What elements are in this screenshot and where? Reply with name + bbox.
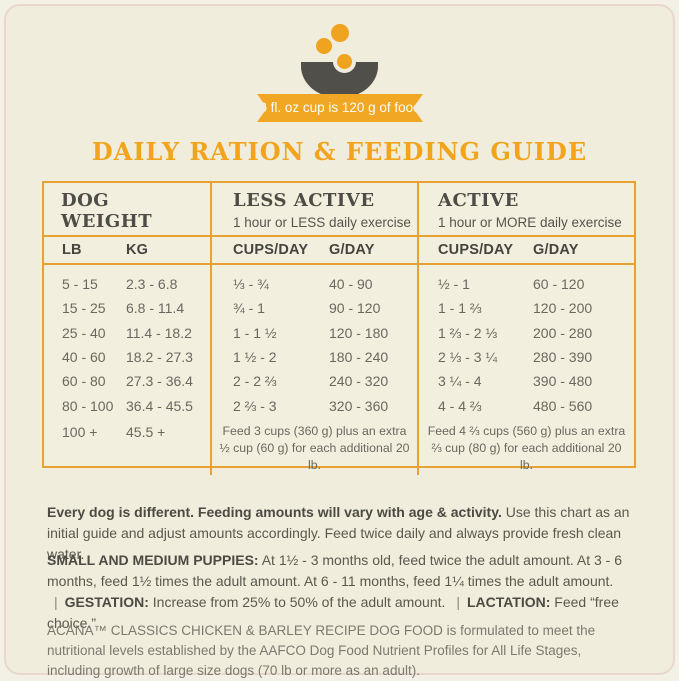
table-cell-la_cups: ¾ - 1 bbox=[233, 300, 329, 316]
table-cell-a_g: 200 - 280 bbox=[533, 325, 634, 341]
table-cell-a_g: 480 - 560 bbox=[533, 398, 634, 414]
section-title: ACTIVE bbox=[438, 191, 634, 212]
table-cell-kg: 18.2 - 27.3 bbox=[126, 349, 210, 365]
table-cell-la_g: 240 - 320 bbox=[329, 373, 417, 389]
table-cell-a_g: 60 - 120 bbox=[533, 276, 634, 292]
table-section-active: ACTIVE 1 hour or MORE daily exercise CUP… bbox=[417, 183, 634, 475]
table-cell-la_g: 180 - 240 bbox=[329, 349, 417, 365]
section-subtitle: 1 hour or LESS daily exercise bbox=[233, 215, 417, 230]
table-cell-a_cups: ½ - 1 bbox=[438, 276, 533, 292]
gestation-text: Increase from 25% to 50% of the adult am… bbox=[149, 594, 449, 610]
table-cell-a_cups: 3 ¼ - 4 bbox=[438, 373, 533, 389]
page-title: DAILY RATION & FEEDING GUIDE bbox=[0, 137, 679, 166]
table-cell-la_g: 40 - 90 bbox=[329, 276, 417, 292]
table-cell-lb: 5 - 15 bbox=[62, 276, 126, 292]
table-cell-la_cups: 2 - 2 ⅔ bbox=[233, 373, 329, 389]
table-cell-kg: 27.3 - 36.4 bbox=[126, 373, 210, 389]
table-cell-kg: 45.5 + bbox=[126, 424, 210, 440]
section-header-active: ACTIVE 1 hour or MORE daily exercise bbox=[419, 183, 634, 237]
extra-row-dog-weight: 100 + 45.5 + bbox=[44, 418, 210, 475]
kibble-dot-icon bbox=[316, 38, 332, 54]
section-title: DOG WEIGHT bbox=[61, 191, 171, 232]
table-cell-la_g: 120 - 180 bbox=[329, 325, 417, 341]
table-cell-la_g: 320 - 360 bbox=[329, 398, 417, 414]
table-cell-la_cups: 2 ⅔ - 3 bbox=[233, 398, 329, 414]
column-header-g-day: G/DAY bbox=[533, 242, 634, 258]
kibble-dot-icon bbox=[333, 50, 356, 73]
table-cell-kg: 2.3 - 6.8 bbox=[126, 276, 210, 292]
table-cell-lb: 80 - 100 bbox=[62, 398, 126, 414]
table-cell-a_cups: 1 - 1 ⅔ bbox=[438, 300, 533, 316]
cup-size-ribbon-badge: 8 fl. oz cup is 120 g of food bbox=[257, 94, 423, 122]
column-header-g-day: G/DAY bbox=[329, 242, 417, 258]
section-title: LESS ACTIVE bbox=[233, 191, 417, 212]
table-cell-la_cups: 1 - 1 ½ bbox=[233, 325, 329, 341]
table-cell-kg: 11.4 - 18.2 bbox=[126, 325, 210, 341]
extra-row-note-active: Feed 4 ⅔ cups (560 g) plus an extra ⅔ cu… bbox=[419, 418, 634, 475]
kibble-dot-icon bbox=[331, 24, 349, 42]
section-header-less-active: LESS ACTIVE 1 hour or LESS daily exercis… bbox=[212, 183, 417, 237]
column-header-kg: KG bbox=[126, 242, 210, 258]
table-cell-kg: 6.8 - 11.4 bbox=[126, 300, 210, 316]
table-cell-la_cups: ⅓ - ¾ bbox=[233, 276, 329, 292]
column-headers-dog-weight: LB KG bbox=[44, 237, 210, 265]
column-headers-active: CUPS/DAY G/DAY bbox=[419, 237, 634, 265]
table-cell-la_g: 90 - 120 bbox=[329, 300, 417, 316]
column-header-lb: LB bbox=[62, 242, 126, 258]
column-header-cups-day: CUPS/DAY bbox=[438, 242, 533, 258]
section-subtitle: 1 hour or MORE daily exercise bbox=[438, 215, 634, 230]
table-cell-a_g: 280 - 390 bbox=[533, 349, 634, 365]
table-cell-a_cups: 4 - 4 ⅔ bbox=[438, 398, 533, 414]
table-cell-lb: 25 - 40 bbox=[62, 325, 126, 341]
table-cell-a_g: 390 - 480 bbox=[533, 373, 634, 389]
table-section-less-active: LESS ACTIVE 1 hour or LESS daily exercis… bbox=[210, 183, 417, 475]
general-note-bold: Every dog is different. Feeding amounts … bbox=[47, 504, 502, 520]
section-header-dog-weight: DOG WEIGHT bbox=[44, 183, 210, 237]
table-cell-lb: 40 - 60 bbox=[62, 349, 126, 365]
table-cell-lb: 100 + bbox=[62, 424, 126, 440]
extra-row-note-less-active: Feed 3 cups (360 g) plus an extra ½ cup … bbox=[212, 418, 417, 475]
table-cell-lb: 60 - 80 bbox=[62, 373, 126, 389]
aafco-statement: ACANA™ CLASSICS CHICKEN & BARLEY RECIPE … bbox=[47, 621, 635, 681]
table-cell-a_g: 120 - 200 bbox=[533, 300, 634, 316]
table-cell-kg: 36.4 - 45.5 bbox=[126, 398, 210, 414]
column-header-cups-day: CUPS/DAY bbox=[233, 242, 329, 258]
table-cell-lb: 15 - 25 bbox=[62, 300, 126, 316]
separator: | bbox=[449, 594, 467, 610]
table-cell-la_cups: 1 ½ - 2 bbox=[233, 349, 329, 365]
food-bowl-icon bbox=[0, 0, 679, 110]
table-cell-a_cups: 2 ⅓ - 3 ¼ bbox=[438, 349, 533, 365]
gestation-label: GESTATION: bbox=[65, 594, 149, 610]
puppies-label: SMALL AND MEDIUM PUPPIES: bbox=[47, 552, 259, 568]
separator: | bbox=[47, 594, 65, 610]
table-cell-a_cups: 1 ⅔ - 2 ⅓ bbox=[438, 325, 533, 341]
column-headers-less-active: CUPS/DAY G/DAY bbox=[212, 237, 417, 265]
lactation-label: LACTATION: bbox=[467, 594, 550, 610]
